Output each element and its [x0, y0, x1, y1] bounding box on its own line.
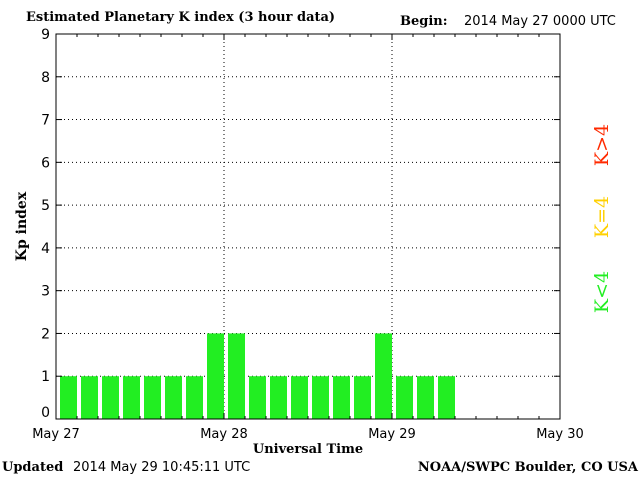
legend-k-equal-4: K=4 [591, 196, 613, 238]
kp-bar [291, 376, 308, 419]
chart-title: Estimated Planetary K index (3 hour data… [26, 10, 336, 25]
kp-bar [144, 376, 161, 419]
kp-bar [102, 376, 119, 419]
kp-bar [396, 376, 413, 419]
kp-bar [249, 376, 266, 419]
y-tick-label: 3 [41, 284, 50, 300]
kp-bar [60, 376, 77, 419]
kp-bar [270, 376, 287, 419]
x-tick-label: May 27 [32, 427, 80, 442]
y-tick-label: 1 [41, 369, 50, 385]
kp-bar [333, 376, 350, 419]
x-tick-label: May 30 [536, 427, 584, 442]
kp-bar [354, 376, 371, 419]
kp-bar [123, 376, 140, 419]
y-tick-label: 4 [41, 241, 50, 257]
y-tick-label: 0 [41, 405, 50, 421]
kp-bar [417, 376, 434, 419]
x-tick-label: May 28 [200, 427, 248, 442]
y-tick-label: 6 [41, 155, 50, 171]
y-tick-label: 2 [41, 326, 50, 342]
kp-bar [81, 376, 98, 419]
begin-label: Begin: [400, 14, 448, 29]
kp-bar [186, 376, 203, 419]
legend-k-less-4: K<4 [591, 271, 613, 313]
y-tick-label: 7 [41, 113, 50, 129]
begin-timestamp: 2014 May 27 0000 UTC [464, 14, 616, 29]
x-tick-label: May 29 [368, 427, 416, 442]
y-axis-label: Kp index [14, 191, 30, 261]
kp-bar [375, 333, 392, 419]
kp-bar [228, 333, 245, 419]
kp-bar [312, 376, 329, 419]
kp-bar [438, 376, 455, 419]
kp-bar [207, 333, 224, 419]
plot-frame [55, 33, 561, 420]
grid [56, 34, 560, 419]
updated-label: Updated [2, 460, 64, 475]
y-tick-label: 5 [41, 198, 50, 214]
legend-k-greater-4: K>4 [591, 124, 613, 166]
ticks: 0 1 2 3 4 5 6 7 8 9 May 27 May 28 May 29 May 30 [32, 27, 584, 442]
x-axis-label: Universal Time [253, 442, 363, 457]
credit-text: NOAA/SWPC Boulder, CO USA [417, 460, 638, 475]
bars [60, 333, 455, 419]
y-tick-label: 8 [41, 70, 50, 86]
y-tick-label: 9 [41, 27, 50, 43]
updated-timestamp: 2014 May 29 10:45:11 UTC [73, 460, 251, 475]
kp-bar [165, 376, 182, 419]
